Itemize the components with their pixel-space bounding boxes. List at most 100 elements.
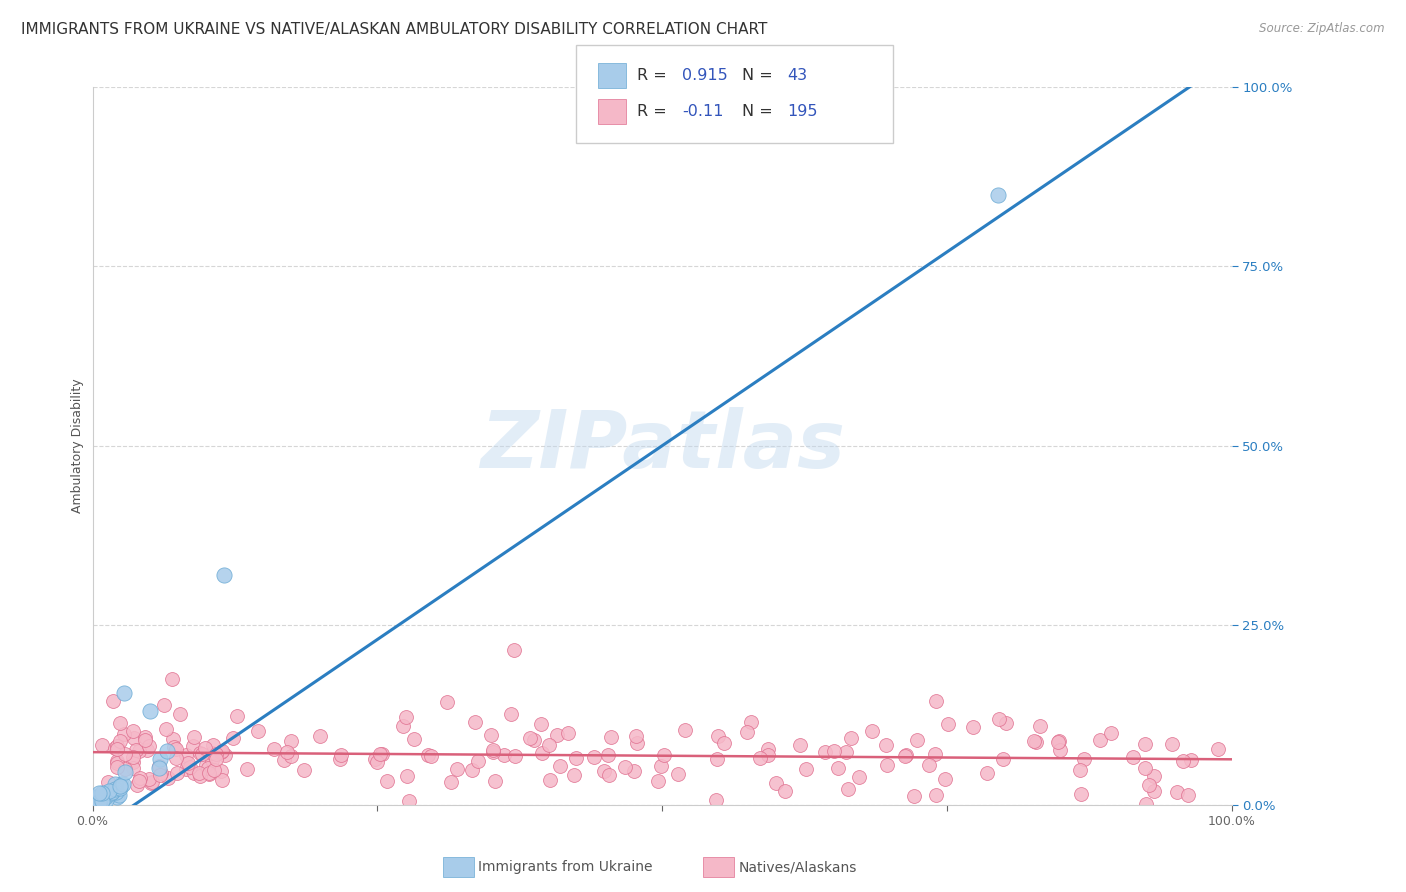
- Point: [748, 751, 770, 765]
- Point: [479, 728, 502, 742]
- Point: [91, 738, 114, 752]
- Point: [538, 738, 561, 752]
- Text: N =: N =: [742, 104, 779, 119]
- Point: [848, 770, 870, 784]
- Point: [162, 672, 184, 686]
- Point: [1022, 734, 1045, 748]
- Point: [114, 747, 136, 761]
- Point: [436, 695, 458, 709]
- Point: [420, 748, 443, 763]
- Point: [183, 731, 205, 745]
- Point: [204, 752, 226, 766]
- Point: [1161, 737, 1184, 751]
- Point: [704, 793, 727, 807]
- Point: [756, 742, 779, 756]
- Point: [141, 774, 163, 789]
- Point: [190, 769, 212, 783]
- Point: [650, 759, 672, 773]
- Point: [894, 747, 917, 762]
- Point: [1133, 737, 1156, 751]
- Point: [104, 784, 127, 798]
- Point: [461, 763, 484, 777]
- Point: [1069, 763, 1091, 777]
- Point: [188, 765, 211, 780]
- Point: [673, 723, 696, 737]
- Point: [183, 766, 205, 780]
- Point: [1029, 719, 1052, 733]
- Point: [903, 789, 925, 803]
- Point: [105, 739, 128, 753]
- Point: [134, 730, 156, 744]
- Point: [924, 694, 946, 708]
- Point: [395, 710, 418, 724]
- Point: [194, 740, 217, 755]
- Point: [87, 797, 110, 811]
- Point: [598, 767, 620, 781]
- Point: [599, 730, 621, 744]
- Text: 0.915: 0.915: [682, 69, 728, 83]
- Point: [211, 772, 233, 787]
- Point: [110, 777, 132, 791]
- Point: [1025, 735, 1047, 749]
- Point: [273, 753, 295, 767]
- Point: [446, 762, 468, 776]
- Point: [157, 771, 180, 785]
- Point: [482, 743, 505, 757]
- Point: [122, 750, 145, 764]
- Point: [707, 729, 730, 743]
- Point: [463, 715, 485, 730]
- Point: [484, 773, 506, 788]
- Point: [201, 746, 224, 760]
- Point: [371, 747, 394, 761]
- Point: [104, 782, 127, 797]
- Point: [100, 785, 122, 799]
- Point: [263, 741, 285, 756]
- Point: [364, 752, 387, 766]
- Text: IMMIGRANTS FROM UKRAINE VS NATIVE/ALASKAN AMBULATORY DISABILITY CORRELATION CHAR: IMMIGRANTS FROM UKRAINE VS NATIVE/ALASKA…: [21, 22, 768, 37]
- Point: [114, 686, 136, 700]
- Point: [150, 765, 173, 780]
- Point: [86, 790, 108, 805]
- Point: [247, 724, 270, 739]
- Point: [598, 748, 620, 763]
- Point: [226, 708, 249, 723]
- Point: [501, 707, 523, 722]
- Point: [565, 751, 588, 765]
- Point: [94, 786, 117, 800]
- Point: [1122, 749, 1144, 764]
- Point: [165, 751, 187, 765]
- Point: [706, 752, 728, 766]
- Point: [893, 749, 915, 764]
- Point: [583, 750, 606, 764]
- Point: [1143, 784, 1166, 798]
- Point: [404, 731, 426, 746]
- Point: [368, 747, 391, 761]
- Point: [148, 758, 170, 772]
- Point: [169, 707, 191, 722]
- Point: [201, 754, 224, 768]
- Point: [104, 741, 127, 756]
- Point: [83, 790, 105, 805]
- Point: [548, 758, 571, 772]
- Point: [624, 729, 647, 743]
- Point: [138, 739, 160, 753]
- Point: [91, 794, 114, 808]
- Point: [522, 733, 544, 747]
- Point: [94, 793, 117, 807]
- Point: [519, 731, 541, 745]
- Point: [105, 756, 128, 771]
- Point: [197, 766, 219, 780]
- Point: [1208, 741, 1230, 756]
- Point: [134, 733, 156, 747]
- Point: [756, 748, 779, 763]
- Point: [191, 747, 214, 762]
- Point: [135, 743, 157, 757]
- Point: [1180, 753, 1202, 767]
- Point: [440, 774, 463, 789]
- Point: [276, 745, 298, 759]
- Point: [205, 747, 228, 761]
- Point: [105, 760, 128, 774]
- Point: [197, 761, 219, 775]
- Point: [623, 764, 645, 779]
- Text: 195: 195: [787, 104, 818, 119]
